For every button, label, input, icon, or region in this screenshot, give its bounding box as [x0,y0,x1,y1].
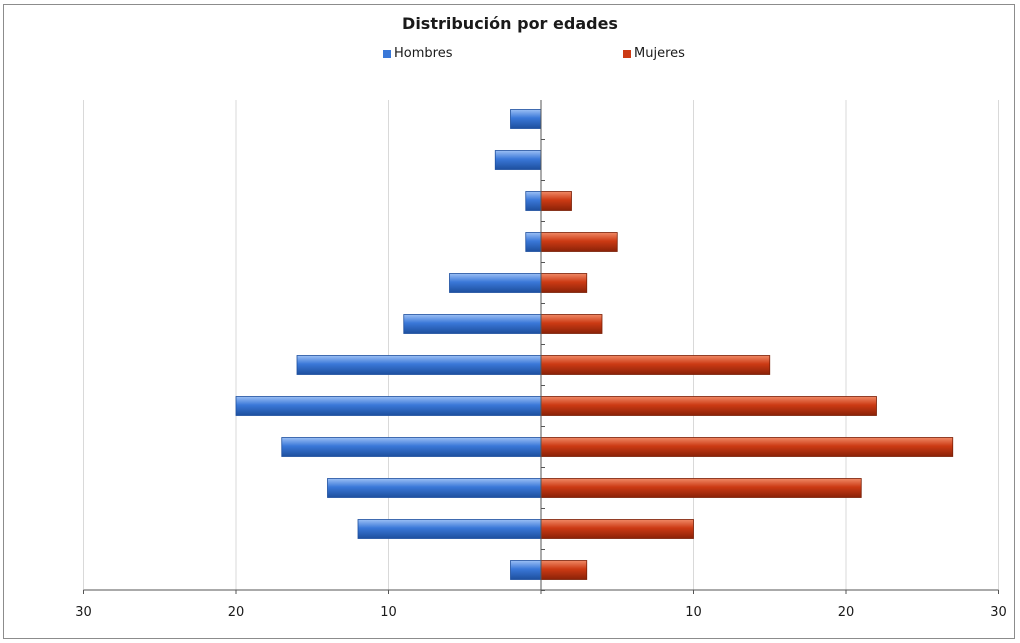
x-tick-label-6: 30 [990,605,1007,620]
bar-hombres-4 [235,396,542,416]
chart-title: Distribución por edades [402,14,618,33]
bar-hombres-8 [525,232,542,252]
legend-label-mujeres: Mujeres [634,46,685,61]
bar-hombres-5 [296,355,542,375]
bar-mujeres-5 [540,355,771,375]
bar-mujeres-0 [540,560,588,580]
legend-swatch-mujeres [623,49,631,58]
legend-item-hombres: Hombres [383,46,452,61]
bar-mujeres-9 [540,191,572,211]
bar-hombres-10 [494,150,542,170]
bar-mujeres-2 [540,478,862,498]
legend-item-mujeres: Mujeres [623,46,685,61]
legend-swatch-hombres [383,49,391,58]
bar-mujeres-7 [540,273,588,293]
bar-hombres-1 [357,519,542,539]
x-tick-label-0: 30 [75,605,92,620]
bar-mujeres-8 [540,232,618,252]
bar-mujeres-3 [540,437,954,457]
x-tick-label-2: 10 [380,605,397,620]
bar-hombres-0 [510,560,542,580]
bar-hombres-9 [525,191,542,211]
legend-label-hombres: Hombres [394,46,453,61]
bar-mujeres-1 [540,519,694,539]
bar-hombres-7 [449,273,542,293]
bar-mujeres-6 [540,314,603,334]
bar-mujeres-4 [540,396,877,416]
bar-hombres-3 [281,437,542,457]
bar-hombres-6 [403,314,542,334]
bar-hombres-11 [510,109,542,129]
x-tick-label-1: 20 [228,605,245,620]
bar-hombres-2 [327,478,542,498]
x-tick-label-5: 20 [838,605,855,620]
x-tick-label-4: 10 [685,605,702,620]
